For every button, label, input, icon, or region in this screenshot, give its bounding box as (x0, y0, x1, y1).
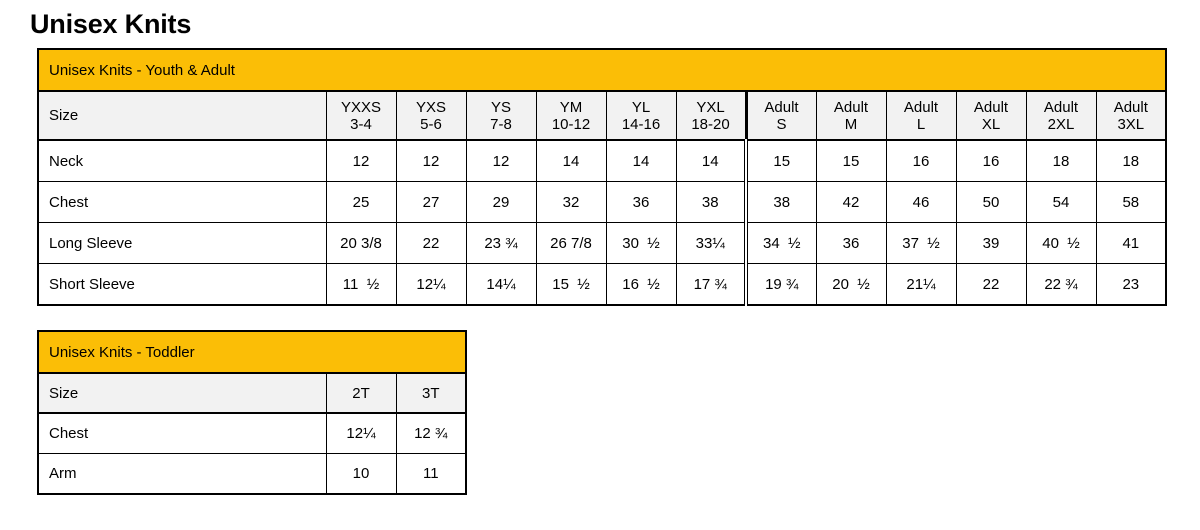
measurement-cell: 14¼ (465, 263, 537, 306)
table-row: Long Sleeve 20 3/8 22 23 ¾ 26 7/8 30 ½ 33¼ 34 ½… (37, 222, 1167, 264)
measurement-cell: 20 ½ (815, 263, 887, 306)
table-row: Neck 12 12 12 14 14 14 15 15 16 16 18 18 (37, 139, 1167, 182)
measurement-cell: 11 ½ (325, 263, 397, 306)
toddler-size-header-cell: Size (37, 372, 327, 414)
main-size-header-row: Size YXXS 3-4 YXS 5-6 YS 7-8 YM 10-12 YL 14-16 YXL 1… (37, 90, 1167, 141)
measurement-cell: 12 (395, 139, 467, 182)
measurement-cell: 30 ½ (605, 222, 677, 264)
toddler-table-banner: Unisex Knits - Toddler (36, 330, 468, 374)
measurement-cell: 29 (465, 181, 537, 223)
measurement-cell: 18 (1025, 139, 1097, 182)
main-table-head: Unisex Knits - Youth & Adult Size YXXS 3-4… (36, 48, 1168, 141)
measurement-cell: 12 (325, 139, 397, 182)
measurement-cell: 15 (744, 139, 817, 182)
measurement-cell: 25 (325, 181, 397, 223)
table-row: Chest 25 27 29 32 36 38 38 42 46 50 54 58 (37, 181, 1167, 223)
measurement-cell: 16 ½ (605, 263, 677, 306)
table-row: Short Sleeve 11 ½ 12¼ 14¼ 15 ½ 16 ½ 17 ¾ 19 ¾ 20… (37, 263, 1167, 306)
table-row: Arm 10 11 (37, 453, 467, 495)
measurement-cell: 15 ½ (535, 263, 607, 306)
measurement-cell: 22 (395, 222, 467, 264)
measurement-cell: 38 (675, 181, 747, 223)
measurement-cell: 19 ¾ (744, 263, 817, 306)
toddler-row-label-chest: Chest (37, 412, 327, 454)
main-row-label-chest: Chest (37, 181, 327, 223)
measurement-cell: 40 ½ (1025, 222, 1097, 264)
main-column-header-ys: YS 7-8 (465, 90, 537, 141)
main-table-body: Neck 12 12 12 14 14 14 15 15 16 16 18 18 Chest 25 27 29 3… (37, 139, 1167, 306)
measurement-cell: 14 (605, 139, 677, 182)
main-column-header-adult-l: Adult L (885, 90, 957, 141)
toddler-banner-row: Unisex Knits - Toddler (36, 330, 468, 374)
unisex-knits-toddler-table: Unisex Knits - Toddler Size 2T 3T Chest 12¼… (36, 330, 468, 495)
toddler-table-body: Chest 12¼ 12 ¾ Arm 10 11 (37, 412, 467, 495)
main-column-header-adult-s: Adult S (744, 90, 817, 141)
measurement-cell: 11 (395, 453, 467, 495)
main-row-label-neck: Neck (37, 139, 327, 182)
toddler-row-label-arm: Arm (37, 453, 327, 495)
table-row: Chest 12¼ 12 ¾ (37, 412, 467, 454)
measurement-cell: 18 (1095, 139, 1167, 182)
measurement-cell: 15 (815, 139, 887, 182)
measurement-cell: 12 (465, 139, 537, 182)
measurement-cell: 12 ¾ (395, 412, 467, 454)
toddler-table-head: Unisex Knits - Toddler Size 2T 3T (36, 330, 468, 414)
measurement-cell: 39 (955, 222, 1027, 264)
main-column-header-yl: YL 14-16 (605, 90, 677, 141)
measurement-cell: 46 (885, 181, 957, 223)
measurement-cell: 21¼ (885, 263, 957, 306)
measurement-cell: 22 (955, 263, 1027, 306)
measurement-cell: 23 ¾ (465, 222, 537, 264)
main-column-header-adult-xl: Adult XL (955, 90, 1027, 141)
toddler-column-header-2t: 2T (325, 372, 397, 414)
measurement-cell: 50 (955, 181, 1027, 223)
unisex-knits-toddler-table-container: Unisex Knits - Toddler Size 2T 3T Chest 12¼… (36, 330, 468, 495)
measurement-cell: 32 (535, 181, 607, 223)
measurement-cell: 14 (535, 139, 607, 182)
toddler-column-header-3t: 3T (395, 372, 467, 414)
measurement-cell: 16 (955, 139, 1027, 182)
measurement-cell: 41 (1095, 222, 1167, 264)
toddler-size-header-row: Size 2T 3T (37, 372, 467, 414)
measurement-cell: 37 ½ (885, 222, 957, 264)
unisex-knits-youth-adult-table-container: Unisex Knits - Youth & Adult Size YXXS 3-4… (36, 48, 1168, 306)
measurement-cell: 22 ¾ (1025, 263, 1097, 306)
unisex-knits-youth-adult-table: Unisex Knits - Youth & Adult Size YXXS 3-4… (36, 48, 1168, 306)
measurement-cell: 12¼ (395, 263, 467, 306)
main-column-header-adult-2xl: Adult 2XL (1025, 90, 1097, 141)
measurement-cell: 36 (605, 181, 677, 223)
main-size-header-cell: Size (37, 90, 327, 141)
measurement-cell: 34 ½ (744, 222, 817, 264)
measurement-cell: 42 (815, 181, 887, 223)
main-column-header-yxl: YXL 18-20 (675, 90, 747, 141)
main-column-header-adult-3xl: Adult 3XL (1095, 90, 1167, 141)
main-banner-row: Unisex Knits - Youth & Adult (36, 48, 1168, 92)
measurement-cell: 23 (1095, 263, 1167, 306)
page-title: Unisex Knits (30, 9, 192, 39)
main-column-header-ym: YM 10-12 (535, 90, 607, 141)
main-row-label-short-sleeve: Short Sleeve (37, 263, 327, 306)
measurement-cell: 17 ¾ (675, 263, 747, 306)
measurement-cell: 14 (675, 139, 747, 182)
measurement-cell: 36 (815, 222, 887, 264)
measurement-cell: 20 3/8 (325, 222, 397, 264)
measurement-cell: 12¼ (325, 412, 397, 454)
main-row-label-long-sleeve: Long Sleeve (37, 222, 327, 264)
measurement-cell: 10 (325, 453, 397, 495)
main-column-header-yxs: YXS 5-6 (395, 90, 467, 141)
measurement-cell: 54 (1025, 181, 1097, 223)
main-table-banner: Unisex Knits - Youth & Adult (36, 48, 1168, 92)
main-column-header-adult-m: Adult M (815, 90, 887, 141)
measurement-cell: 33¼ (675, 222, 747, 264)
measurement-cell: 26 7/8 (535, 222, 607, 264)
measurement-cell: 58 (1095, 181, 1167, 223)
main-column-header-yxxs: YXXS 3-4 (325, 90, 397, 141)
measurement-cell: 27 (395, 181, 467, 223)
measurement-cell: 16 (885, 139, 957, 182)
measurement-cell: 38 (744, 181, 817, 223)
